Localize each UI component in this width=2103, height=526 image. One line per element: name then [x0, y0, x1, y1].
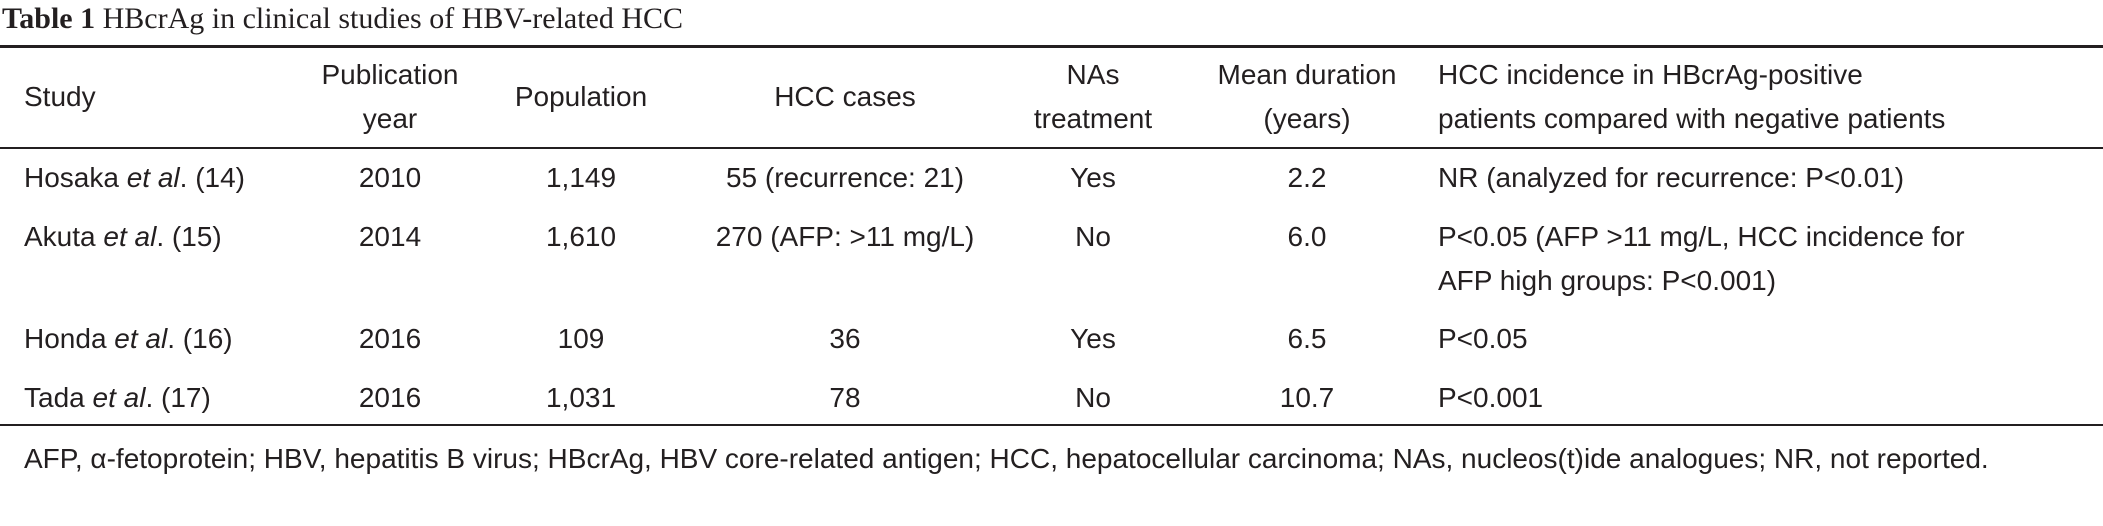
top-rule	[0, 45, 2103, 48]
et-al: et al	[92, 382, 146, 413]
author: Akuta	[24, 221, 104, 252]
reference: . (14)	[179, 162, 246, 193]
header-cell: Population	[515, 75, 647, 119]
table-cell: 6.0	[1287, 221, 1327, 252]
cell-line: P<0.05	[1438, 323, 1528, 354]
table-caption: Table 1 HBcrAg in clinical studies of HB…	[2, 0, 683, 38]
reference: . (17)	[145, 382, 211, 413]
table-cell: Yes	[1070, 323, 1116, 354]
table-cell: 109	[557, 323, 605, 354]
table-cell: 1,031	[545, 382, 617, 413]
cell-line: (years)	[1263, 103, 1351, 134]
cell-line: NAs	[1066, 59, 1120, 90]
cell-line: P<0.001	[1438, 382, 1544, 413]
table-cell: 1,149	[545, 162, 617, 193]
footnote: AFP, α-fetoprotein; HBV, hepatitis B vir…	[24, 443, 1989, 474]
table-cell: No	[1075, 221, 1111, 252]
et-al: et al	[114, 323, 168, 354]
header-cell: NAs treatment	[1034, 53, 1152, 141]
reference: . (16)	[167, 323, 233, 354]
table-cell: 2014	[358, 221, 422, 252]
header-cell: Publication year	[322, 53, 459, 141]
header-cell: Study	[24, 75, 96, 119]
table-cell: No	[1075, 382, 1111, 413]
header-cell: HCC cases	[774, 75, 916, 119]
et-al: et al	[103, 221, 157, 252]
cell-line: AFP high groups: P<0.001)	[1438, 265, 1777, 296]
cell-line: Study	[24, 81, 96, 112]
table-cell: P<0.05 (AFP >11 mg/L, HCC incidence for A…	[1438, 215, 1965, 303]
bottom-rule	[0, 424, 2103, 426]
author: Hosaka	[24, 162, 127, 193]
table-cell: 6.5	[1287, 323, 1327, 354]
cell-line: Population	[514, 81, 648, 112]
table-cell: 36	[829, 323, 861, 354]
table-cell: 2016	[358, 382, 422, 413]
header-rule	[0, 147, 2103, 149]
table-cell: 1,610	[545, 221, 617, 252]
caption-title: HBcrAg in clinical studies of HBV-relate…	[102, 2, 684, 35]
cell-line: treatment	[1033, 103, 1153, 134]
cell-line: Publication	[321, 59, 459, 90]
table-cell: NR (analyzed for recurrence: P<0.01)	[1438, 156, 1904, 200]
table-cell: Tada et al. (17)	[24, 376, 211, 420]
caption-label: Table 1	[2, 2, 96, 35]
table-cell: 10.7	[1279, 382, 1335, 413]
cell-line: NR (analyzed for recurrence: P<0.01)	[1438, 162, 1905, 193]
table-cell: 55 (recurrence: 21)	[725, 162, 965, 193]
table-cell: 78	[829, 382, 861, 413]
author: Tada	[24, 382, 93, 413]
cell-line: Mean duration	[1217, 59, 1397, 90]
cell-line: P<0.05 (AFP >11 mg/L, HCC incidence for	[1438, 221, 1965, 252]
table-cell: 2.2	[1287, 162, 1327, 193]
table-cell: 270 (AFP: >11 mg/L)	[715, 221, 975, 252]
header-cell: HCC incidence in HBcrAg-positive patients…	[1438, 53, 1945, 141]
et-al: et al	[126, 162, 180, 193]
table-cell: 2016	[358, 323, 422, 354]
table-cell: P<0.001	[1438, 376, 1543, 420]
table-cell: Yes	[1070, 162, 1116, 193]
cell-line: year	[362, 103, 418, 134]
cell-line: HCC cases	[774, 81, 916, 112]
table-cell: 2010	[358, 162, 422, 193]
author: Honda	[24, 323, 115, 354]
header-cell: Mean duration (years)	[1217, 53, 1396, 141]
reference: . (15)	[156, 221, 222, 252]
table-cell: Akuta et al. (15)	[24, 215, 222, 259]
cell-line: HCC incidence in HBcrAg-positive	[1438, 59, 1863, 90]
cell-line: patients compared with negative patients	[1438, 103, 1946, 134]
table-cell: P<0.05	[1438, 317, 1528, 361]
table-cell: Honda et al. (16)	[24, 317, 233, 361]
table-cell: Hosaka et al. (14)	[24, 156, 245, 200]
